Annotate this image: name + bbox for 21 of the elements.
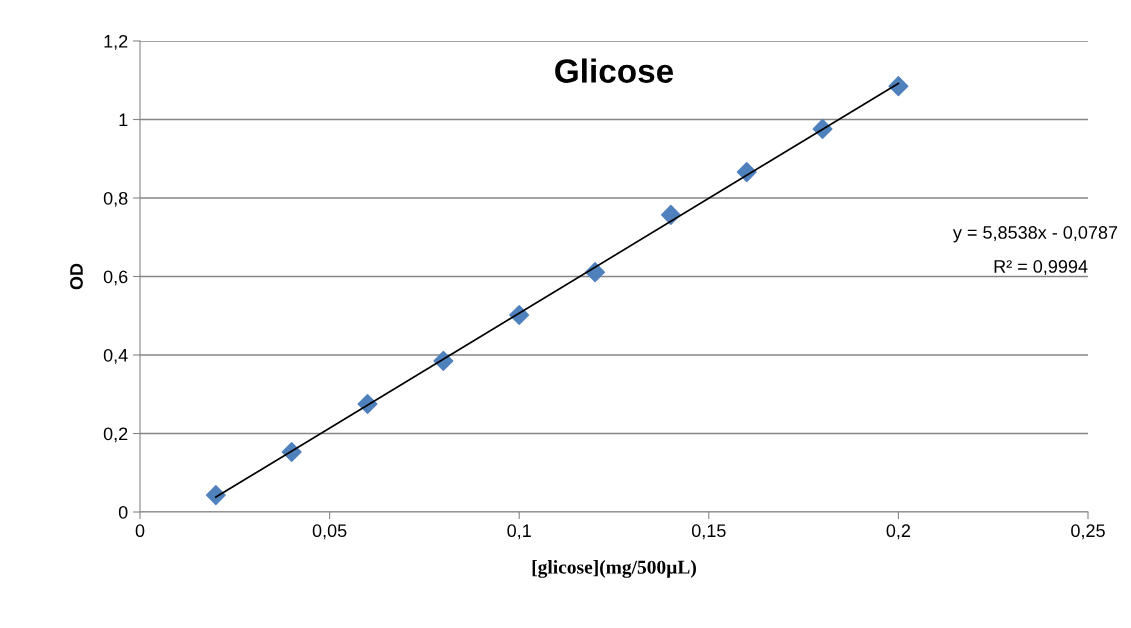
y-tick-label: 0,8 bbox=[103, 191, 128, 207]
x-axis-title: [glicose](mg/500µL) bbox=[532, 560, 696, 578]
x-tick-label: 0,25 bbox=[1071, 524, 1105, 540]
y-axis-title: OD bbox=[70, 263, 83, 290]
x-tick-label: 0,05 bbox=[312, 524, 347, 540]
y-tick-label: 0,4 bbox=[103, 348, 128, 364]
chart-title: Glicose bbox=[555, 58, 674, 83]
annotation: R² = 0,9994 bbox=[994, 260, 1088, 275]
x-tick-label: 0,15 bbox=[691, 524, 726, 540]
y-tick-label: 0 bbox=[118, 505, 128, 519]
y-tick-label: 0,2 bbox=[103, 427, 128, 443]
y-tick-label: 1,2 bbox=[104, 34, 128, 50]
y-tick-label: 0,6 bbox=[103, 270, 128, 286]
x-tick-label: 0,1 bbox=[507, 524, 531, 540]
x-tick-label: 0 bbox=[135, 524, 145, 538]
point bbox=[205, 485, 226, 506]
y-tick-label: 1 bbox=[119, 113, 128, 127]
x-tick-label: 0,2 bbox=[886, 524, 911, 540]
point bbox=[888, 76, 909, 97]
annotation: y = 5,8538x - 0,0787 bbox=[952, 226, 1118, 243]
point bbox=[660, 204, 681, 225]
